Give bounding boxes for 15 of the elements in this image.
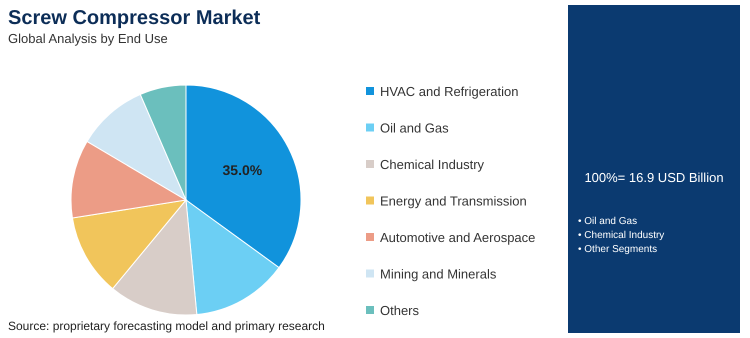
text: • Oil and Gas: [578, 216, 638, 227]
legend-label: HVAC and Refrigeration: [380, 84, 518, 99]
legend-label: Others: [380, 303, 420, 318]
legend-label: Automotive and Aerospace: [380, 230, 536, 245]
chart-subtitle: Global Analysis by End Use: [8, 31, 168, 46]
legend-label: Chemical Industry: [380, 157, 485, 172]
legend-label: Mining and Minerals: [380, 266, 497, 282]
text: • Other Segments: [578, 244, 658, 255]
chart-title: Screw Compressor Market: [8, 7, 261, 29]
text: 100%= 16.9 USD Billion: [584, 170, 724, 185]
legend-label: Energy and Transmission: [380, 194, 527, 208]
text: • Chemical Industry: [578, 230, 664, 241]
legend-label: Oil and Gas: [380, 120, 450, 136]
source-note: Source: proprietary forecasting model and primary research: [8, 319, 325, 333]
data-label: 35.0%: [222, 162, 263, 178]
